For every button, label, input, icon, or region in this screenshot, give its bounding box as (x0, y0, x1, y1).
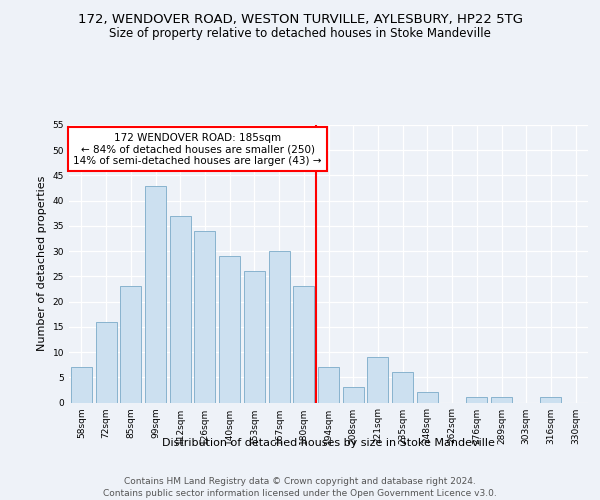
Bar (491, 398, 512, 402)
Text: Distribution of detached houses by size in Stoke Mandeville: Distribution of detached houses by size … (163, 438, 495, 448)
Text: 172 WENDOVER ROAD: 185sqm
← 84% of detached houses are smaller (250)
14% of semi: 172 WENDOVER ROAD: 185sqm ← 84% of detac… (73, 132, 322, 166)
Bar (466, 398, 487, 402)
Bar (219, 256, 240, 402)
Text: 172, WENDOVER ROAD, WESTON TURVILLE, AYLESBURY, HP22 5TG: 172, WENDOVER ROAD, WESTON TURVILLE, AYL… (77, 12, 523, 26)
Bar (343, 388, 364, 402)
Bar (170, 216, 191, 402)
Bar (269, 251, 290, 402)
Bar (71, 367, 92, 402)
Y-axis label: Number of detached properties: Number of detached properties (37, 176, 47, 352)
Text: Contains public sector information licensed under the Open Government Licence v3: Contains public sector information licen… (103, 489, 497, 498)
Bar (417, 392, 438, 402)
Bar (244, 272, 265, 402)
Bar (541, 398, 562, 402)
Bar (95, 322, 116, 402)
Text: Contains HM Land Registry data © Crown copyright and database right 2024.: Contains HM Land Registry data © Crown c… (124, 478, 476, 486)
Bar (392, 372, 413, 402)
Bar (120, 286, 141, 403)
Bar (194, 231, 215, 402)
Bar (367, 357, 388, 403)
Bar (145, 186, 166, 402)
Bar (293, 286, 314, 403)
Text: Size of property relative to detached houses in Stoke Mandeville: Size of property relative to detached ho… (109, 28, 491, 40)
Bar (318, 367, 339, 402)
